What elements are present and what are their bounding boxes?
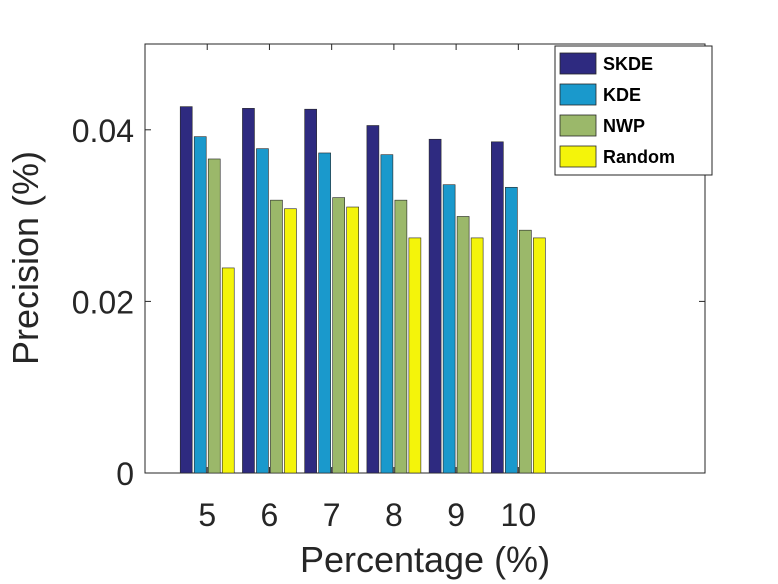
x-tick-label-10: 10 [501, 497, 537, 533]
x-axis-title: Percentage (%) [300, 539, 550, 580]
x-tick-label-9: 9 [447, 497, 465, 533]
bar-kde-6 [256, 148, 269, 474]
y-tick-label-2: 0.04 [72, 113, 134, 149]
legend-label-nwp: NWP [603, 116, 645, 136]
bar-random-8 [408, 237, 422, 474]
legend-swatch-skde [559, 52, 597, 75]
bar-random-6 [284, 208, 297, 474]
bars-group [179, 106, 546, 474]
x-tick-label-7: 7 [323, 497, 341, 533]
bar-kde-10 [505, 186, 518, 474]
bar-kde-9 [442, 184, 456, 474]
bar-nwp-8 [394, 199, 408, 474]
bar-nwp-7 [332, 197, 345, 474]
bar-nwp-6 [270, 199, 283, 474]
legend-label-skde: SKDE [603, 54, 653, 74]
bar-nwp-5 [207, 158, 221, 474]
bar-kde-8 [380, 154, 394, 474]
legend: SKDE KDE NWP Random [554, 45, 713, 176]
x-tick-label-6: 6 [261, 497, 279, 533]
x-tick-label-5: 5 [198, 497, 216, 533]
y-axis-title: Precision (%) [5, 151, 46, 365]
bar-skde-10 [491, 141, 504, 474]
legend-label-kde: KDE [603, 85, 641, 105]
bar-nwp-9 [456, 216, 470, 474]
y-tick-label-1: 0.02 [72, 284, 134, 320]
bar-random-10 [533, 237, 546, 474]
bar-random-7 [346, 206, 359, 474]
bar-skde-7 [304, 108, 317, 474]
bar-nwp-10 [519, 229, 532, 474]
x-tick-label-8: 8 [385, 497, 403, 533]
bar-skde-5 [179, 106, 193, 474]
bar-skde-9 [428, 138, 442, 474]
axes-group: 5 6 7 8 9 10 0 0.02 0.04 [72, 44, 705, 533]
bar-random-5 [221, 267, 235, 474]
bar-skde-6 [242, 108, 255, 474]
legend-swatch-kde [559, 83, 597, 106]
bar-kde-7 [318, 152, 331, 474]
legend-label-random: Random [603, 147, 675, 167]
bar-random-9 [470, 237, 484, 474]
bar-kde-5 [193, 136, 207, 474]
legend-swatch-random [559, 145, 597, 168]
y-tick-label-0: 0 [116, 456, 134, 492]
legend-swatch-nwp [559, 114, 597, 137]
bar-skde-8 [366, 125, 380, 474]
